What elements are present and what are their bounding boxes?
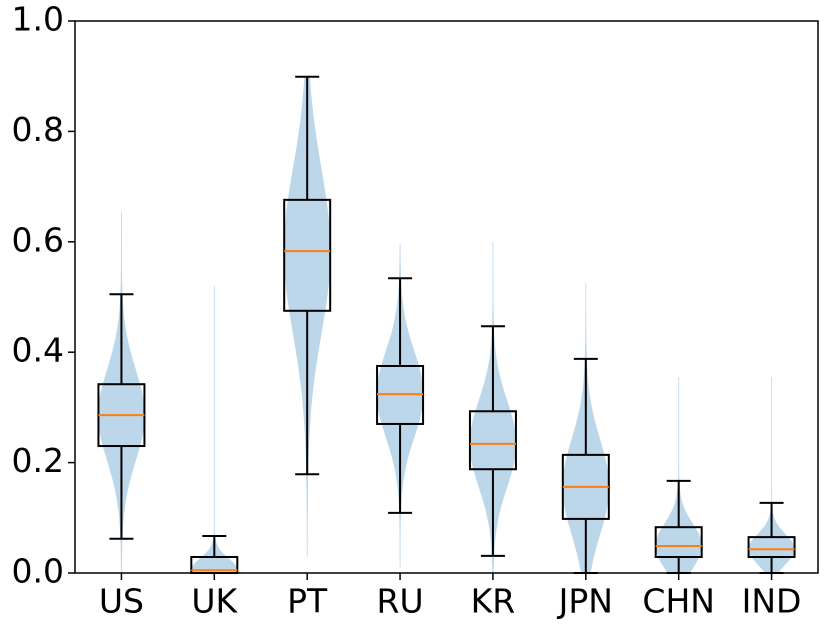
y-tick-label: 0.8	[12, 110, 64, 149]
y-tick-label: 1.0	[12, 0, 64, 39]
x-tick-label: CHN	[642, 582, 715, 621]
x-tick-label: KR	[471, 582, 516, 621]
y-tick-label: 0.6	[12, 220, 64, 259]
x-tick-label: JPN	[557, 582, 613, 621]
x-tick-label: IND	[742, 582, 802, 621]
violin	[191, 286, 238, 573]
box	[747, 536, 796, 558]
box	[283, 198, 332, 312]
violin	[376, 244, 424, 568]
y-tick-label: 0.4	[12, 331, 64, 370]
x-tick-label: PT	[287, 582, 328, 621]
violin	[748, 377, 795, 573]
y-tick-label: 0.0	[12, 552, 64, 591]
plot-frame	[74, 20, 819, 574]
x-tick-label: RU	[377, 582, 424, 621]
x-tick-label: US	[99, 582, 144, 621]
violin	[655, 377, 703, 573]
box	[468, 410, 517, 471]
box	[654, 526, 703, 558]
x-tick-label: UK	[191, 582, 238, 621]
violin	[98, 211, 145, 573]
y-tick-label: 0.2	[12, 441, 64, 480]
